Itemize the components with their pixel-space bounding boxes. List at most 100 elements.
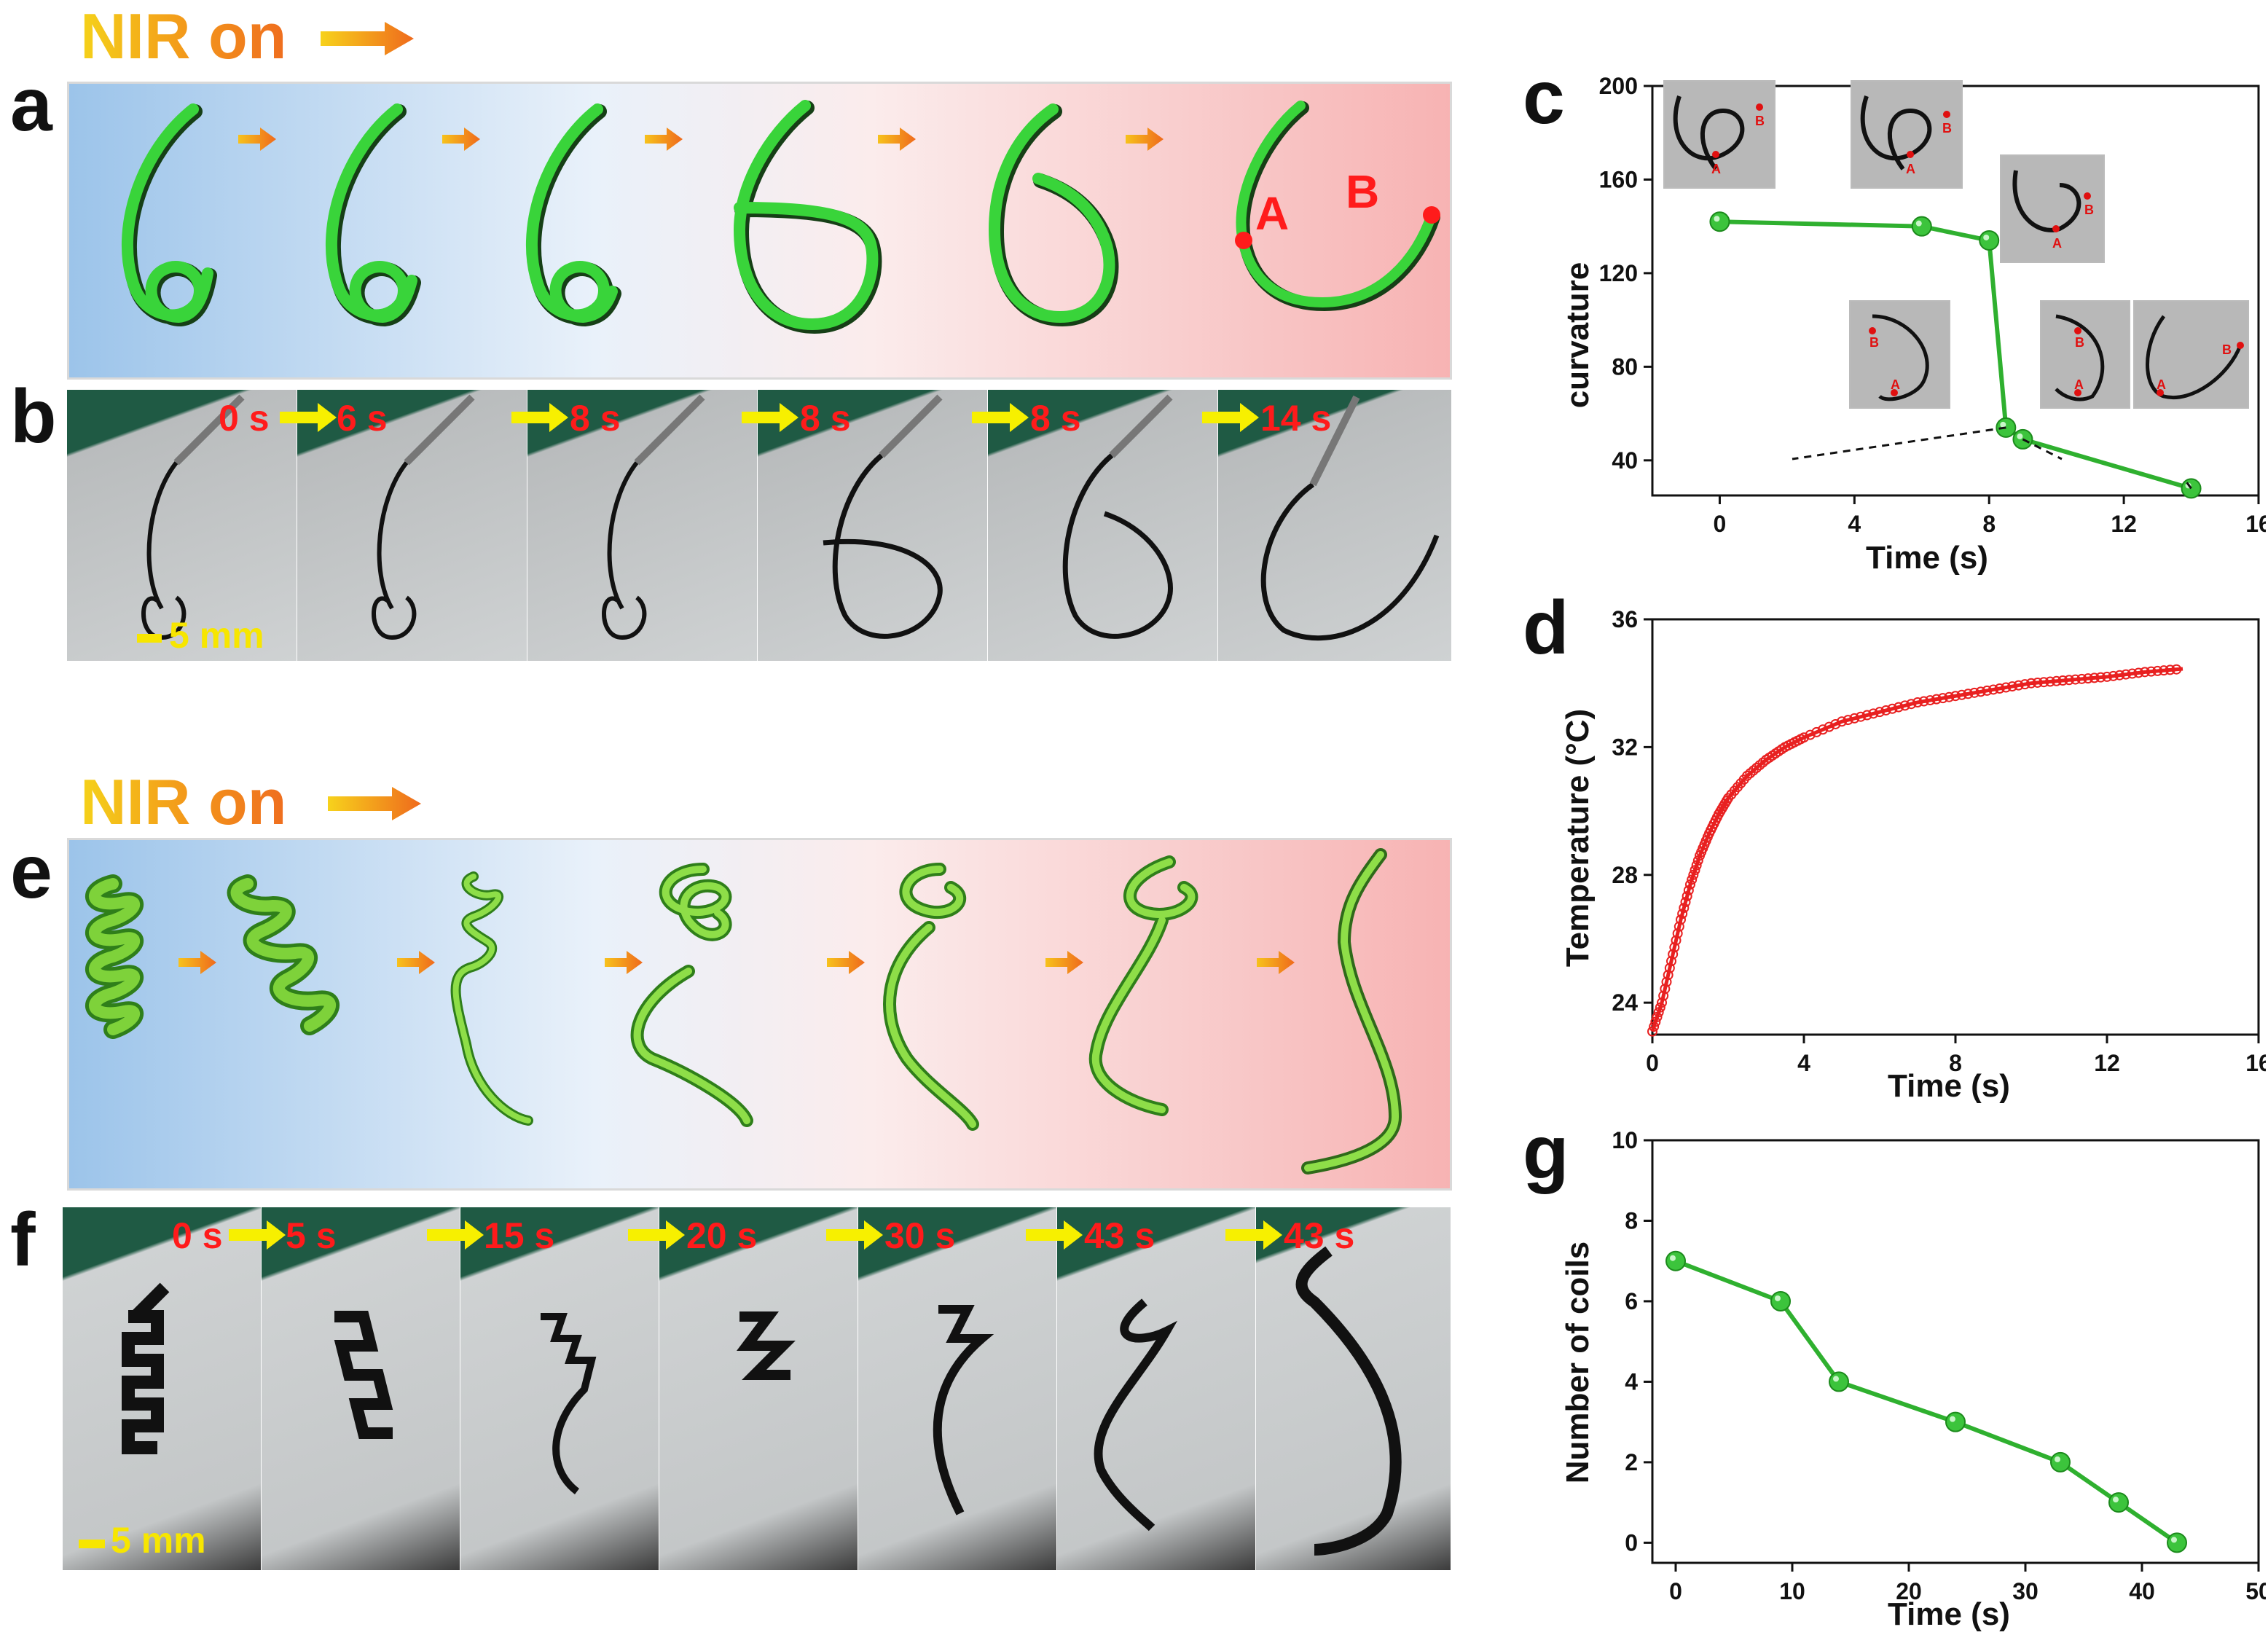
chart-g-xlabel: Time (s) (1888, 1596, 2010, 1632)
chart-g-ytick-label: 4 (1625, 1368, 1638, 1395)
chart-d-point (1664, 962, 1675, 973)
chart-d-point (1950, 691, 1961, 702)
photo-b-5 (988, 390, 1220, 661)
chart-d-point (2146, 666, 2157, 677)
inset-1-label-a: A (1711, 162, 1721, 176)
chart-d-point (2032, 677, 2043, 688)
inset-5-label-b: B (2075, 335, 2084, 350)
chart-d-point (2083, 673, 2093, 684)
chart-c-point (1979, 230, 2000, 251)
chart-d-point (1944, 691, 1955, 702)
chart-d-point (1653, 1007, 1664, 1018)
chart-g-point-highlight (1670, 1255, 1676, 1261)
chart-g-point-highlight (2171, 1537, 2177, 1543)
chart-d-ytick-label: 32 (1612, 734, 1638, 760)
chart-d-point (1685, 879, 1695, 890)
scale-bar-f (79, 1540, 105, 1548)
chart-c-ytick-label: 80 (1612, 353, 1638, 380)
point-b-marker (1423, 206, 1440, 224)
chart-d-point (1811, 726, 1822, 737)
time-label-f-4: 20 s (686, 1215, 758, 1256)
chart-c-point-highlight (2017, 433, 2023, 439)
chart-g-point (1829, 1371, 1849, 1392)
chart-d-point (1688, 869, 1699, 880)
chart-g-point (2108, 1492, 2129, 1513)
chart-g-xtick-label: 50 (2245, 1578, 2266, 1604)
scale-text-f: 5 mm (111, 1520, 206, 1561)
photo-b-3 (527, 390, 760, 661)
chart-g-point-highlight (2055, 1456, 2060, 1462)
point-a-marker (1235, 232, 1252, 249)
chart-c-point-highlight (1983, 234, 1990, 240)
inset-3-label-b: B (2084, 203, 2094, 217)
time-label-b-6: 14 s (1260, 398, 1332, 439)
chart-g-ytick-label: 2 (1625, 1449, 1638, 1475)
chart-d-point (2057, 675, 2068, 686)
chart-g-point (2050, 1451, 2071, 1473)
chart-d-point (1691, 860, 1702, 871)
scale-text-b: 5 mm (169, 615, 264, 656)
chart-d-point (2089, 673, 2100, 683)
chart-d-point (2064, 675, 2074, 686)
nir-on-label-bottom: NIR on (80, 766, 287, 838)
chart-d-point (1805, 729, 1816, 740)
chart-g-ytick-label: 0 (1625, 1529, 1638, 1556)
chart-c-point (1709, 211, 1730, 232)
chart-d-point (1925, 695, 1936, 706)
chart-d-point (1657, 997, 1667, 1008)
time-label-f-3: 15 s (484, 1215, 555, 1256)
chart-c-point (2181, 478, 2202, 499)
chart-d-point (1799, 732, 1809, 743)
chart-g-point-highlight (1950, 1416, 1955, 1422)
yellow-arrow-icon (972, 403, 1029, 432)
chart-d-point (1751, 762, 1762, 773)
chart-d-point (1649, 1022, 1660, 1032)
chart-d-point (2171, 664, 2182, 675)
yellow-arrow-icon (1225, 1220, 1282, 1250)
chart-c-xtick-label: 16 (2245, 511, 2266, 537)
chart-g-series-line (1674, 1258, 2178, 1545)
chart-d-point (1894, 702, 1904, 713)
inset-4-label-b: B (1869, 335, 1879, 350)
chart-d-point (2076, 673, 2087, 684)
chart-d-point (1655, 1002, 1665, 1013)
chart-c-ytick-label: 40 (1612, 447, 1638, 474)
chart-c-ytick-label: 160 (1599, 166, 1638, 192)
inset-6-label-b: B (2222, 342, 2232, 357)
chart-d-point (1843, 715, 1853, 726)
yellow-arrow-icon (280, 403, 337, 432)
inset-5-label-a: A (2074, 377, 2084, 392)
time-label-f-2: 5 s (286, 1215, 337, 1256)
chart-d-point (1661, 976, 1672, 987)
chart-d-series-line (1650, 667, 2183, 1032)
chart-d-point (1680, 897, 1691, 908)
chart-d-point (1937, 693, 1948, 704)
chart-d-point (1830, 718, 1841, 729)
chart-c-point (1911, 216, 1932, 237)
chart-d-point (1676, 914, 1686, 925)
chart-d-point (1837, 716, 1847, 727)
chart-c-ytick-label: 200 (1599, 73, 1638, 99)
chart-d-point (2007, 681, 2017, 692)
chart-g-point (1770, 1290, 1791, 1311)
chart-c-xtick-label: 0 (1714, 511, 1727, 537)
chart-d-point (1868, 708, 1879, 719)
chart-c-point-highlight (1915, 220, 1922, 227)
panel-f-photo-strip: 0 s 5 s 15 s 20 s 30 s 43 s 43 s 5 mm (63, 1207, 1451, 1570)
photo-b-4 (758, 390, 990, 661)
chart-d-ylabel: Temperature (°C) (1560, 709, 1596, 967)
chart-g-xtick-label: 0 (1669, 1578, 1682, 1604)
chart-g-xtick-label: 10 (1779, 1578, 1805, 1604)
chart-d-xtick-label: 12 (2094, 1050, 2120, 1076)
inset-2-label-b: B (1942, 121, 1952, 136)
chart-g-point-highlight (1833, 1376, 1839, 1382)
chart-d-point (1692, 855, 1703, 866)
chart-d-point (2070, 674, 2081, 685)
chart-c-point-highlight (1714, 216, 1720, 222)
chart-c-xtick-label: 4 (1848, 511, 1861, 537)
photo-f-5 (858, 1207, 1059, 1570)
chart-d-point (1658, 990, 1669, 1001)
